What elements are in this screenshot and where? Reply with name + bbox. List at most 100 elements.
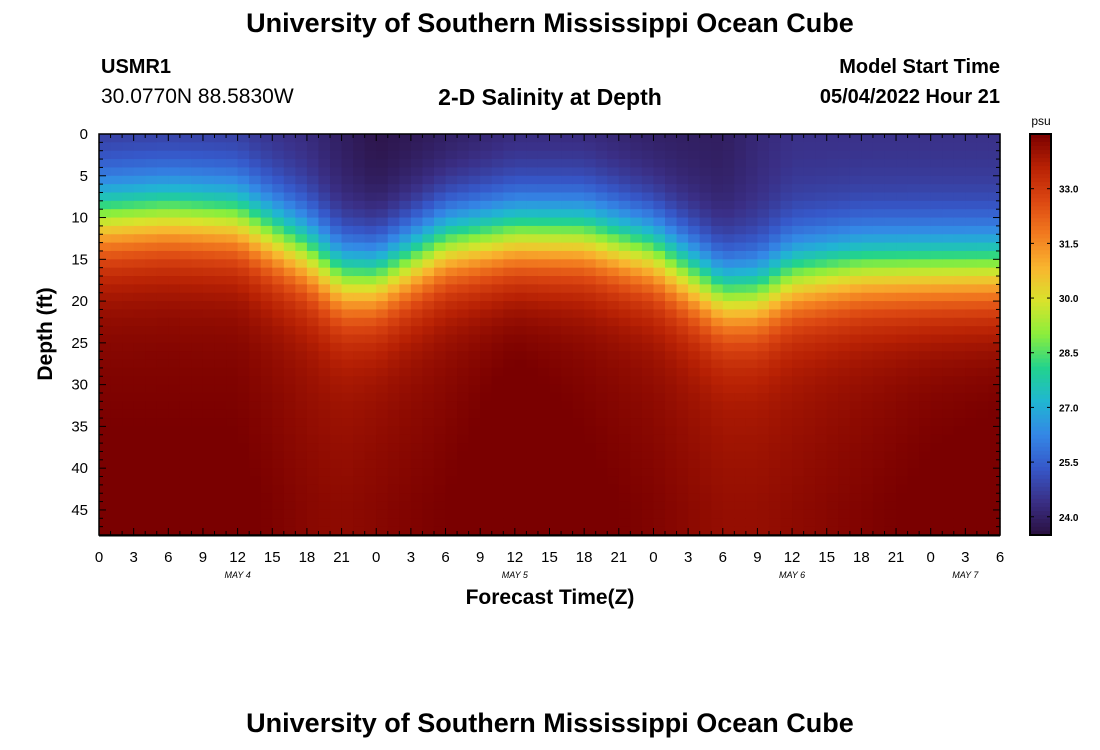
heatmap-cell	[641, 134, 655, 143]
heatmap-cell	[422, 426, 435, 436]
x-tick-label: 9	[199, 549, 207, 566]
heatmap-cell	[433, 225, 447, 235]
heatmap-cell	[630, 359, 643, 369]
heatmap-cell	[699, 392, 712, 402]
heatmap-cell	[549, 134, 562, 143]
heatmap-cell	[976, 234, 990, 244]
heatmap-cell	[168, 134, 181, 143]
heatmap-cell	[272, 418, 285, 427]
heatmap-cell	[653, 317, 666, 327]
heatmap-cell	[665, 401, 678, 411]
heatmap-cell	[988, 250, 1001, 260]
heatmap-cell	[491, 301, 504, 311]
heatmap-cell	[757, 434, 770, 444]
heatmap-cell	[260, 459, 273, 469]
heatmap-cell	[249, 459, 262, 469]
heatmap-cell	[688, 468, 701, 478]
heatmap-cell	[665, 317, 678, 327]
heatmap-cell	[584, 443, 597, 453]
heatmap-cell	[306, 200, 320, 210]
heatmap-cell	[295, 217, 308, 227]
heatmap-cell	[699, 518, 712, 528]
heatmap-cell	[145, 167, 158, 177]
heatmap-cell	[457, 359, 470, 369]
heatmap-cell	[584, 259, 597, 269]
heatmap-cell	[665, 326, 678, 336]
heatmap-cell	[468, 351, 481, 361]
heatmap-cell	[896, 376, 909, 386]
heatmap-cell	[768, 443, 782, 453]
heatmap-cell	[514, 142, 527, 152]
heatmap-cell	[676, 309, 689, 319]
heatmap-cell	[330, 150, 343, 160]
heatmap-cell	[110, 267, 123, 277]
heatmap-cell	[849, 292, 862, 302]
heatmap-cell	[607, 359, 620, 369]
heatmap-cell	[942, 376, 955, 386]
heatmap-cell	[595, 309, 608, 319]
heatmap-cell	[330, 443, 343, 453]
heatmap-cell	[653, 242, 666, 252]
heatmap-cell	[653, 309, 666, 319]
heatmap-cell	[584, 217, 597, 227]
heatmap-cell	[665, 451, 678, 461]
heatmap-cell	[260, 342, 273, 352]
heatmap-cell	[168, 493, 181, 503]
heatmap-cell	[630, 301, 643, 311]
heatmap-cell	[387, 342, 400, 352]
heatmap-cell	[630, 225, 643, 235]
heatmap-cell	[503, 134, 516, 143]
heatmap-cell	[549, 292, 562, 302]
heatmap-cell	[353, 301, 366, 311]
heatmap-cell	[480, 209, 493, 219]
heatmap-cell	[953, 317, 966, 327]
heatmap-cell	[965, 451, 978, 461]
heatmap-cell	[364, 342, 377, 352]
heatmap-cell	[249, 342, 262, 352]
heatmap-cell	[422, 250, 435, 260]
heatmap-cell	[272, 342, 285, 352]
heatmap-cell	[896, 443, 909, 453]
heatmap-cell	[399, 334, 412, 344]
heatmap-cell	[526, 426, 539, 436]
heatmap-cell	[884, 418, 897, 427]
heatmap-cell	[919, 284, 932, 294]
heatmap-cell	[665, 167, 678, 177]
heatmap-cell	[526, 317, 539, 327]
heatmap-cell	[861, 518, 874, 528]
heatmap-cell	[953, 309, 966, 319]
heatmap-cell	[387, 476, 400, 486]
heatmap-cell	[688, 234, 701, 244]
heatmap-cell	[549, 351, 562, 361]
heatmap-cell	[572, 209, 585, 219]
heatmap-cell	[861, 434, 874, 444]
heatmap-cell	[549, 342, 562, 352]
heatmap-cell	[214, 184, 227, 194]
heatmap-cell	[861, 326, 874, 336]
heatmap-cell	[861, 392, 874, 402]
heatmap-cell	[919, 401, 932, 411]
heatmap-cell	[896, 518, 909, 528]
heatmap-cell	[168, 317, 181, 327]
heatmap-cell	[722, 392, 735, 402]
heatmap-cell	[768, 317, 782, 327]
heatmap-cell	[838, 509, 851, 519]
heatmap-cell	[688, 142, 701, 152]
heatmap-cell	[179, 209, 193, 219]
heatmap-cell	[133, 259, 146, 269]
heatmap-cell	[803, 476, 816, 486]
heatmap-cell	[399, 225, 412, 235]
heatmap-cell	[249, 134, 262, 143]
heatmap-cell	[942, 326, 955, 336]
heatmap-cell	[457, 509, 470, 519]
heatmap-cell	[584, 142, 597, 152]
heatmap-cell	[641, 317, 655, 327]
heatmap-cell	[526, 484, 539, 494]
heatmap-cell	[942, 242, 955, 252]
heatmap-cell	[838, 217, 851, 227]
heatmap-cell	[976, 175, 990, 185]
heatmap-cell	[792, 150, 805, 160]
heatmap-cell	[214, 217, 227, 227]
heatmap-cell	[341, 309, 354, 319]
heatmap-cell	[711, 192, 724, 202]
